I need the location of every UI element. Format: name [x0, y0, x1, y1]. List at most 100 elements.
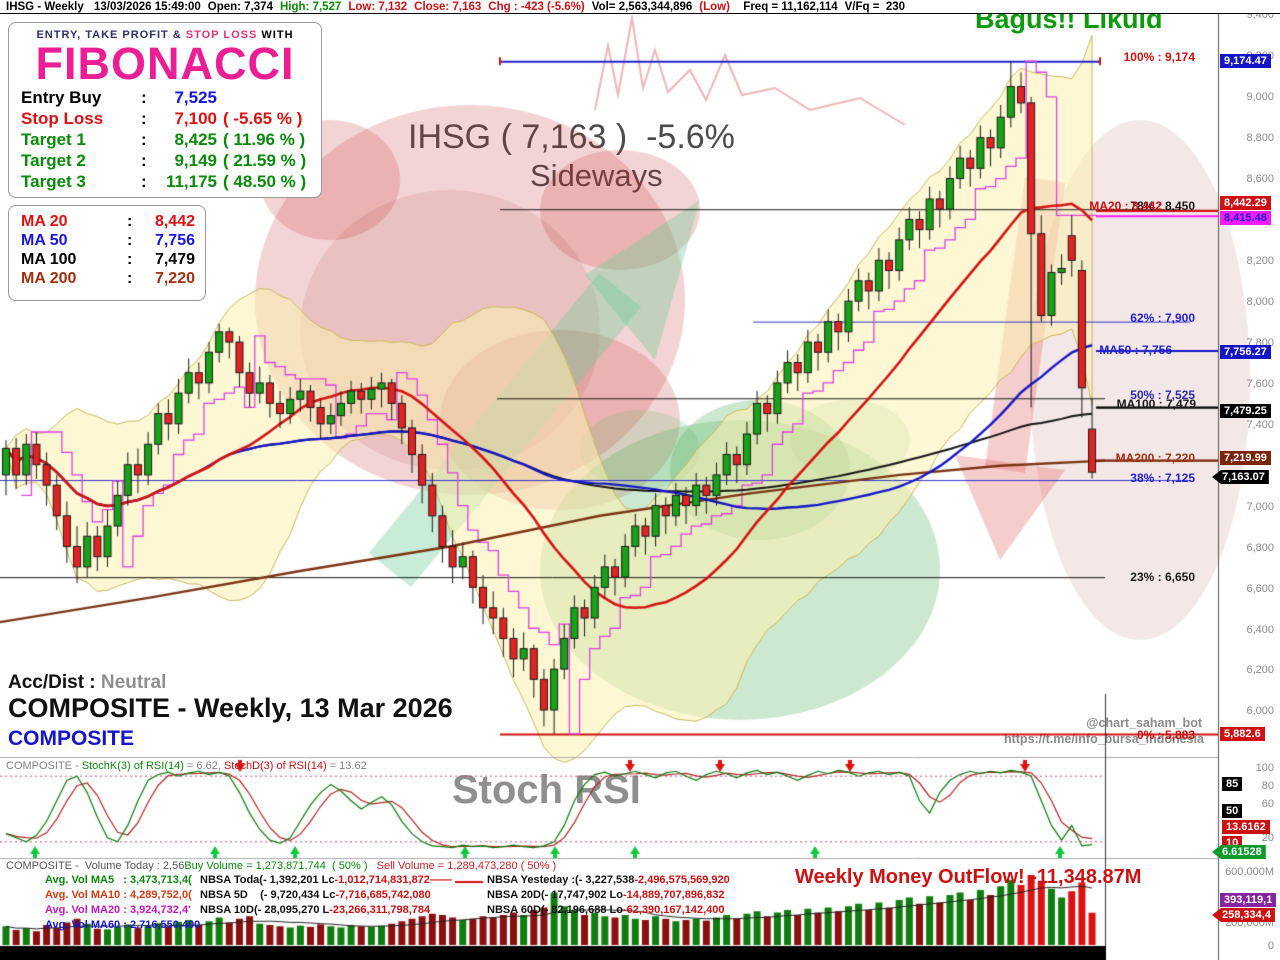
stoch-tick-label: 60: [1261, 798, 1274, 810]
volume-stat-line: NBSA 5D (- 9,720,434 Lc-7,716,685,742,08…: [200, 889, 431, 901]
fibonacci-tagline: ENTRY, TAKE PROFIT & STOP LOSS WITH: [9, 29, 321, 41]
price-axis-badge: 9,174.47: [1220, 54, 1271, 68]
volume-stat-line: NBSA Toda(- 1,392,201 Lc-1,012,714,831,8…: [200, 874, 452, 886]
price-tick-label: 8,800: [1246, 132, 1274, 144]
stoch-header: COMPOSITE - StochK(3) of RSI(14) = 6.62,…: [6, 760, 367, 772]
volume-axis-badge: 393,119,1: [1220, 893, 1277, 907]
header-segment: Close: 7,163: [414, 0, 482, 13]
price-axis-badge: 8,442.29: [1220, 196, 1271, 210]
ma-row: MA 100:7,479: [21, 251, 195, 268]
fibonacci-rows: Entry Buy:7,525 Stop Loss:7,100( -5.65 % …: [9, 87, 321, 192]
tagline-stoploss: STOP LOSS: [185, 29, 262, 41]
stoch-axis-badge: 50: [1222, 804, 1243, 818]
fib-plan-row: Target 2:9,149( 21.59 % ): [21, 151, 307, 170]
chart-main-title: COMPOSITE - Weekly, 13 Mar 2026: [8, 693, 453, 723]
price-tick-label: 6,600: [1246, 583, 1274, 595]
header-segment: IHSG - Weekly: [6, 0, 87, 13]
header-segment: 13/03/2026 15:49:00: [93, 0, 201, 13]
header-segment: Open: 7,374: [207, 0, 273, 13]
ma-values-box: MA 20:8,442 MA 50:7,756 MA 100:7,479 MA 200…: [8, 205, 206, 301]
header-segment: Buy Volume = 1,273,871,744 ( 50% ): [184, 860, 368, 872]
volume-stat-line: NBSA 10D(- 28,095,270 L-23,266,311,798,7…: [200, 904, 430, 916]
volume-stat-line: NBSA 60D(- 82,196,688 Lo-62,390,167,142,…: [487, 904, 724, 916]
fibonacci-title: FIBONACCI: [35, 38, 295, 89]
stat-segment: -14,889,707,896,832: [622, 889, 725, 901]
fib-level-label: 38% : 7,125: [1130, 471, 1195, 485]
header-segment: (Low): [699, 0, 730, 13]
stat-segment: -7,716,685,742,080: [335, 889, 431, 901]
header-segment: Chg : -423 (-5.6%): [488, 0, 585, 13]
stoch-axis-badge: 6.61528: [1212, 845, 1266, 859]
stat-segment: -2,496,575,569,920: [634, 874, 730, 886]
fib-level-label: MA200 : 7,220: [1115, 451, 1195, 465]
ma-row: MA 50:7,756: [21, 232, 195, 249]
stat-segment: NBSA Yesteday :(- 3,227,538: [487, 874, 635, 886]
fibonacci-plan-box: ENTRY, TAKE PROFIT & STOP LOSS WITH FIBO…: [8, 22, 322, 198]
stoch-tick-label: 100: [1255, 762, 1274, 774]
header-segment: COMPOSITE - Volume Today : 2,56: [6, 860, 185, 872]
header-segment: COMPOSITE -: [6, 760, 82, 772]
fib-level-label: MA20 : 8,442: [1089, 199, 1162, 213]
fib-plan-row: Entry Buy:7,525: [21, 88, 217, 107]
fib-level-label: 62% : 7,900: [1130, 311, 1195, 325]
price-tick-label: 8,200: [1246, 255, 1274, 267]
volume-tick-label: 600,000M: [1225, 866, 1274, 878]
stoch-tick-label: 20: [1261, 832, 1274, 844]
price-axis-badge: 7,219.99: [1220, 451, 1271, 465]
price-tick-label: 9,000: [1246, 91, 1274, 103]
header-segment: High: 7,527: [279, 0, 342, 13]
price-tick-label: 6,000: [1246, 705, 1274, 717]
header-segment: Sell Volume = 1,289,473,280 ( 50% ): [367, 860, 557, 872]
fib-level-label: 23% : 6,650: [1130, 570, 1195, 584]
price-axis-badge: 8,415.48: [1220, 211, 1271, 225]
fib-level-label: MA50 : 7,756: [1099, 343, 1172, 357]
volume-stat-line: Avg. Vol MA60 : 2,716,550,400: [45, 919, 201, 931]
fib-level-label: 100% : 9,174: [1123, 50, 1195, 64]
price-tick-label: 7,600: [1246, 378, 1274, 390]
volume-header: COMPOSITE - Volume Today : 2,56Buy Volum…: [6, 860, 556, 872]
price-tick-label: 6,800: [1246, 542, 1274, 554]
fib-plan-row: Target 3:11,175( 48.50 % ): [21, 172, 307, 191]
price-tick-label: 8,000: [1246, 296, 1274, 308]
stat-segment: ——: [429, 874, 452, 886]
ma-row: MA 20:8,442: [21, 213, 195, 230]
stat-segment: -62,390,167,142,400: [622, 904, 725, 916]
price-tick-label: 6,400: [1246, 624, 1274, 636]
quote-header-bar: IHSG - Weekly 13/03/2026 15:49:00 Open: 7…: [0, 0, 1280, 14]
header-segment: StochD(3) of RSI(14): [223, 760, 327, 772]
price-tick-label: 6,200: [1246, 664, 1274, 676]
accdist-value: Neutral: [100, 672, 167, 693]
volume-stat-line: NBSA Yesteday :(- 3,227,538-2,496,575,56…: [487, 874, 730, 886]
volume-stat-line: NBSA 20D(- 17,747,902 Lo-14,889,707,896,…: [487, 889, 724, 901]
stat-segment: NBSA Toda(- 1,392,201 Lc: [200, 874, 335, 886]
header-segment: Vol= 2,563,344,896: [591, 0, 693, 13]
header-segment: = 13.62: [326, 760, 367, 772]
money-outflow-label: Weekly Money OutFlow! -11,348.87M: [795, 866, 1142, 888]
price-axis-badge: 5,882.6: [1220, 727, 1265, 741]
header-segment: V/Fq = 230: [844, 0, 906, 13]
price-axis-badge: 7,756.27: [1220, 345, 1271, 359]
fib-level-label: 50% : 7,525: [1130, 388, 1195, 402]
header-segment: Low: 7,132: [348, 0, 408, 13]
stat-segment: NBSA 60D(- 82,196,688 Lo: [487, 904, 623, 916]
header-segment: Freq = 11,162,114: [736, 0, 838, 13]
tagline-entry: ENTRY, TAKE PROFIT: [36, 29, 173, 41]
ma-row: MA 200:7,220: [21, 270, 195, 287]
stoch-tick-label: 80: [1261, 780, 1274, 792]
volume-axis-badge: 258,334,4: [1212, 908, 1275, 922]
stat-segment: NBSA 20D(- 17,747,902 Lo: [487, 889, 623, 901]
accdist-label: Acc/Dist : Neutral: [8, 672, 167, 693]
fib-level-label: 0% : 5,883: [1136, 728, 1195, 742]
header-segment: = 6.62,: [183, 760, 224, 772]
tagline-amp: &: [172, 29, 186, 41]
volume-stat-line: Avg. Vol MA5 : 3,473,713,4(: [45, 874, 192, 886]
ma-rows: MA 20:8,442 MA 50:7,756 MA 100:7,479 MA 200…: [9, 212, 205, 288]
volume-stat-line: Avg. Vol MA10 : 4,289,752,0(: [45, 889, 192, 901]
price-tick-label: 8,600: [1246, 173, 1274, 185]
stat-segment: NBSA 10D(- 28,095,270 L: [200, 904, 330, 916]
stoch-axis-badge: 85: [1222, 777, 1243, 791]
fib-plan-row: Stop Loss:7,100( -5.65 % ): [21, 109, 303, 128]
tagline-with: WITH: [261, 29, 294, 41]
stat-segment: -23,266,311,798,784: [329, 904, 431, 916]
